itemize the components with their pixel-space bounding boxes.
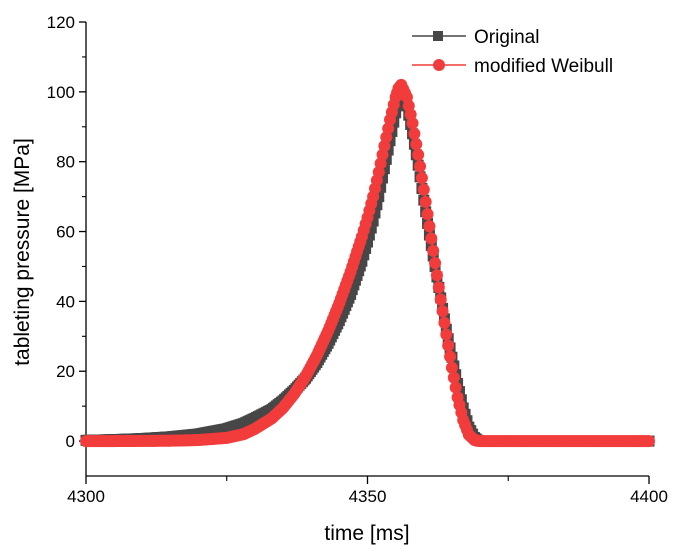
data-point	[430, 269, 443, 282]
data-point	[445, 361, 458, 374]
data-point	[415, 171, 428, 184]
x-tick-label: 4400	[630, 487, 668, 506]
data-point	[442, 339, 455, 352]
data-point	[444, 350, 457, 363]
y-tick-label: 20	[56, 362, 75, 381]
data-point	[378, 163, 390, 175]
series-modified-weibull	[80, 78, 655, 448]
data-point	[434, 293, 447, 306]
data-point	[414, 160, 427, 173]
data-point	[427, 244, 440, 257]
data-point	[432, 281, 445, 294]
x-tick-label: 4300	[67, 487, 105, 506]
data-point	[417, 183, 430, 196]
legend-circle-marker	[433, 59, 445, 71]
series-layer	[80, 78, 655, 448]
data-point	[423, 220, 436, 233]
data-point	[356, 255, 368, 267]
data-point	[438, 316, 451, 329]
data-point	[367, 215, 379, 227]
y-tick-label: 0	[66, 432, 75, 451]
data-point	[363, 229, 375, 241]
data-point	[362, 236, 373, 248]
y-tick-label: 60	[56, 223, 75, 242]
data-point	[412, 148, 425, 161]
data-point	[360, 242, 372, 254]
data-point	[447, 371, 460, 384]
series-original	[80, 86, 655, 447]
legend: Original modified Weibull	[412, 27, 613, 77]
data-point	[419, 195, 432, 208]
legend-label: Original	[474, 27, 539, 48]
legend-item-modified-weibull: modified Weibull	[412, 56, 613, 77]
data-point	[425, 232, 438, 245]
data-point	[436, 305, 449, 318]
data-point	[365, 222, 377, 234]
legend-label: modified Weibull	[474, 56, 613, 77]
data-point	[369, 207, 381, 219]
data-point	[406, 117, 419, 130]
y-axis-label: tableting pressure [MPa]	[11, 138, 34, 366]
series-line	[86, 83, 649, 443]
legend-square-marker	[433, 31, 443, 41]
data-point	[421, 208, 434, 221]
legend-item-original: Original	[412, 27, 539, 48]
data-point	[410, 138, 423, 151]
data-point	[408, 127, 421, 140]
data-point	[377, 172, 389, 184]
y-tick-label: 80	[56, 153, 75, 172]
y-tick-label: 100	[47, 83, 75, 102]
y-tick-label: 40	[56, 292, 75, 311]
data-point	[358, 249, 370, 261]
data-point	[440, 328, 453, 341]
data-point	[449, 381, 462, 394]
data-point	[643, 435, 655, 448]
series-line	[85, 89, 649, 443]
x-tick-label: 4350	[349, 487, 387, 506]
data-point	[429, 256, 442, 269]
x-axis-label: time [ms]	[324, 522, 409, 545]
axes: 0 20 40 60 80 100 120 4300 4350 4400	[47, 13, 668, 506]
y-tick-label: 120	[47, 13, 75, 32]
